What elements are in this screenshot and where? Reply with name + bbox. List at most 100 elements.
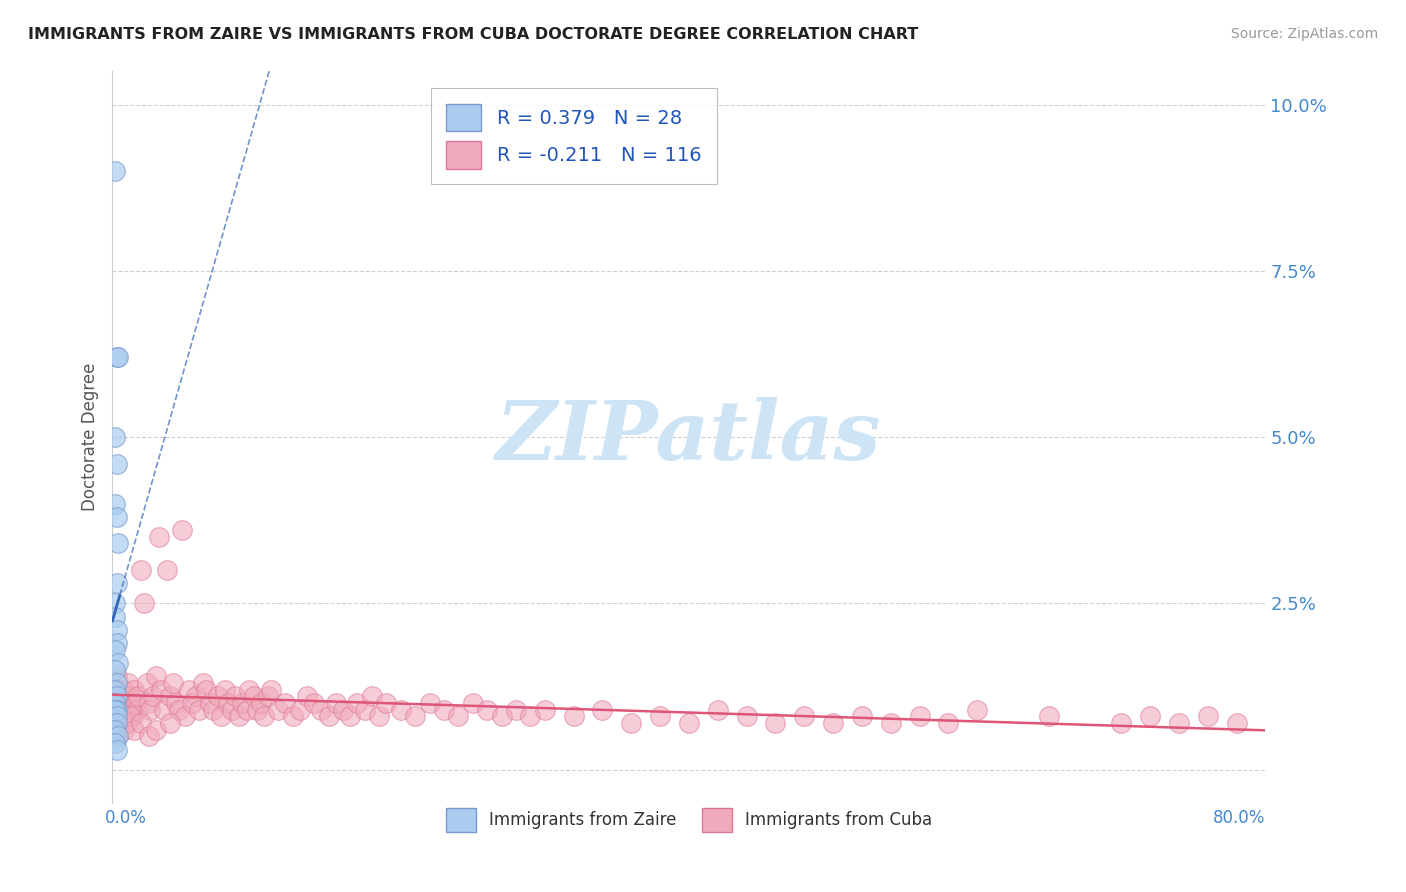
- Point: [209, 709, 232, 723]
- Point: [207, 690, 229, 704]
- Point: [118, 690, 141, 704]
- Point: [105, 509, 128, 524]
- Point: [650, 709, 672, 723]
- Point: [162, 676, 184, 690]
- Point: [159, 716, 181, 731]
- Point: [165, 696, 187, 710]
- Point: [200, 696, 222, 710]
- Point: [177, 682, 200, 697]
- Point: [1139, 709, 1161, 723]
- Point: [105, 576, 128, 591]
- Point: [304, 696, 326, 710]
- Point: [105, 676, 128, 690]
- Point: [105, 636, 128, 650]
- Point: [353, 703, 375, 717]
- Point: [339, 709, 361, 723]
- Point: [250, 696, 273, 710]
- Point: [104, 643, 127, 657]
- Point: [765, 716, 787, 731]
- Text: 0.0%: 0.0%: [105, 809, 148, 827]
- Point: [105, 457, 128, 471]
- Point: [107, 723, 129, 737]
- Point: [235, 703, 257, 717]
- Legend: Immigrants from Zaire, Immigrants from Cuba: Immigrants from Zaire, Immigrants from C…: [439, 801, 939, 838]
- Point: [112, 682, 135, 697]
- Point: [107, 656, 129, 670]
- Point: [231, 696, 253, 710]
- Point: [678, 716, 700, 731]
- Point: [332, 703, 354, 717]
- Point: [793, 709, 815, 723]
- Point: [389, 703, 412, 717]
- Point: [145, 723, 167, 737]
- Point: [1111, 716, 1133, 731]
- Point: [120, 703, 142, 717]
- Point: [221, 703, 243, 717]
- Point: [562, 709, 585, 723]
- Text: IMMIGRANTS FROM ZAIRE VS IMMIGRANTS FROM CUBA DOCTORATE DEGREE CORRELATION CHART: IMMIGRANTS FROM ZAIRE VS IMMIGRANTS FROM…: [28, 27, 918, 42]
- Point: [138, 696, 160, 710]
- Point: [202, 703, 225, 717]
- Point: [110, 709, 132, 723]
- Point: [1197, 709, 1219, 723]
- Point: [274, 696, 297, 710]
- Point: [117, 676, 139, 690]
- Point: [105, 729, 128, 743]
- Point: [851, 709, 873, 723]
- Point: [107, 351, 129, 365]
- Point: [908, 709, 931, 723]
- Point: [111, 703, 134, 717]
- Point: [112, 723, 135, 737]
- Point: [217, 696, 239, 710]
- Point: [346, 696, 368, 710]
- Point: [110, 696, 132, 710]
- Point: [104, 703, 127, 717]
- Text: 80.0%: 80.0%: [1213, 809, 1265, 827]
- Point: [180, 696, 202, 710]
- Point: [167, 703, 190, 717]
- Point: [592, 703, 614, 717]
- Point: [104, 596, 127, 610]
- Point: [159, 690, 181, 704]
- Point: [156, 563, 179, 577]
- Point: [461, 696, 484, 710]
- Point: [173, 709, 195, 723]
- Point: [519, 709, 541, 723]
- Point: [134, 596, 156, 610]
- Point: [253, 709, 276, 723]
- Point: [707, 703, 730, 717]
- Point: [1038, 709, 1060, 723]
- Point: [184, 690, 207, 704]
- Point: [104, 497, 127, 511]
- Point: [105, 690, 128, 704]
- Point: [104, 723, 127, 737]
- Point: [104, 696, 127, 710]
- Point: [124, 696, 146, 710]
- Point: [966, 703, 988, 717]
- Point: [880, 716, 903, 731]
- Point: [114, 709, 136, 723]
- Point: [121, 709, 143, 723]
- Point: [107, 729, 129, 743]
- Point: [288, 703, 311, 717]
- Point: [260, 682, 283, 697]
- Point: [281, 709, 304, 723]
- Point: [735, 709, 758, 723]
- Point: [238, 682, 260, 697]
- Point: [125, 703, 148, 717]
- Point: [295, 690, 318, 704]
- Point: [475, 703, 499, 717]
- Point: [170, 523, 193, 537]
- Point: [433, 703, 456, 717]
- Point: [107, 536, 129, 550]
- Point: [105, 669, 128, 683]
- Point: [104, 682, 127, 697]
- Point: [404, 709, 426, 723]
- Point: [153, 703, 176, 717]
- Point: [419, 696, 441, 710]
- Point: [104, 663, 127, 677]
- Point: [267, 703, 290, 717]
- Y-axis label: Doctorate Degree: Doctorate Degree: [80, 363, 98, 511]
- Point: [1226, 716, 1249, 731]
- Point: [118, 709, 141, 723]
